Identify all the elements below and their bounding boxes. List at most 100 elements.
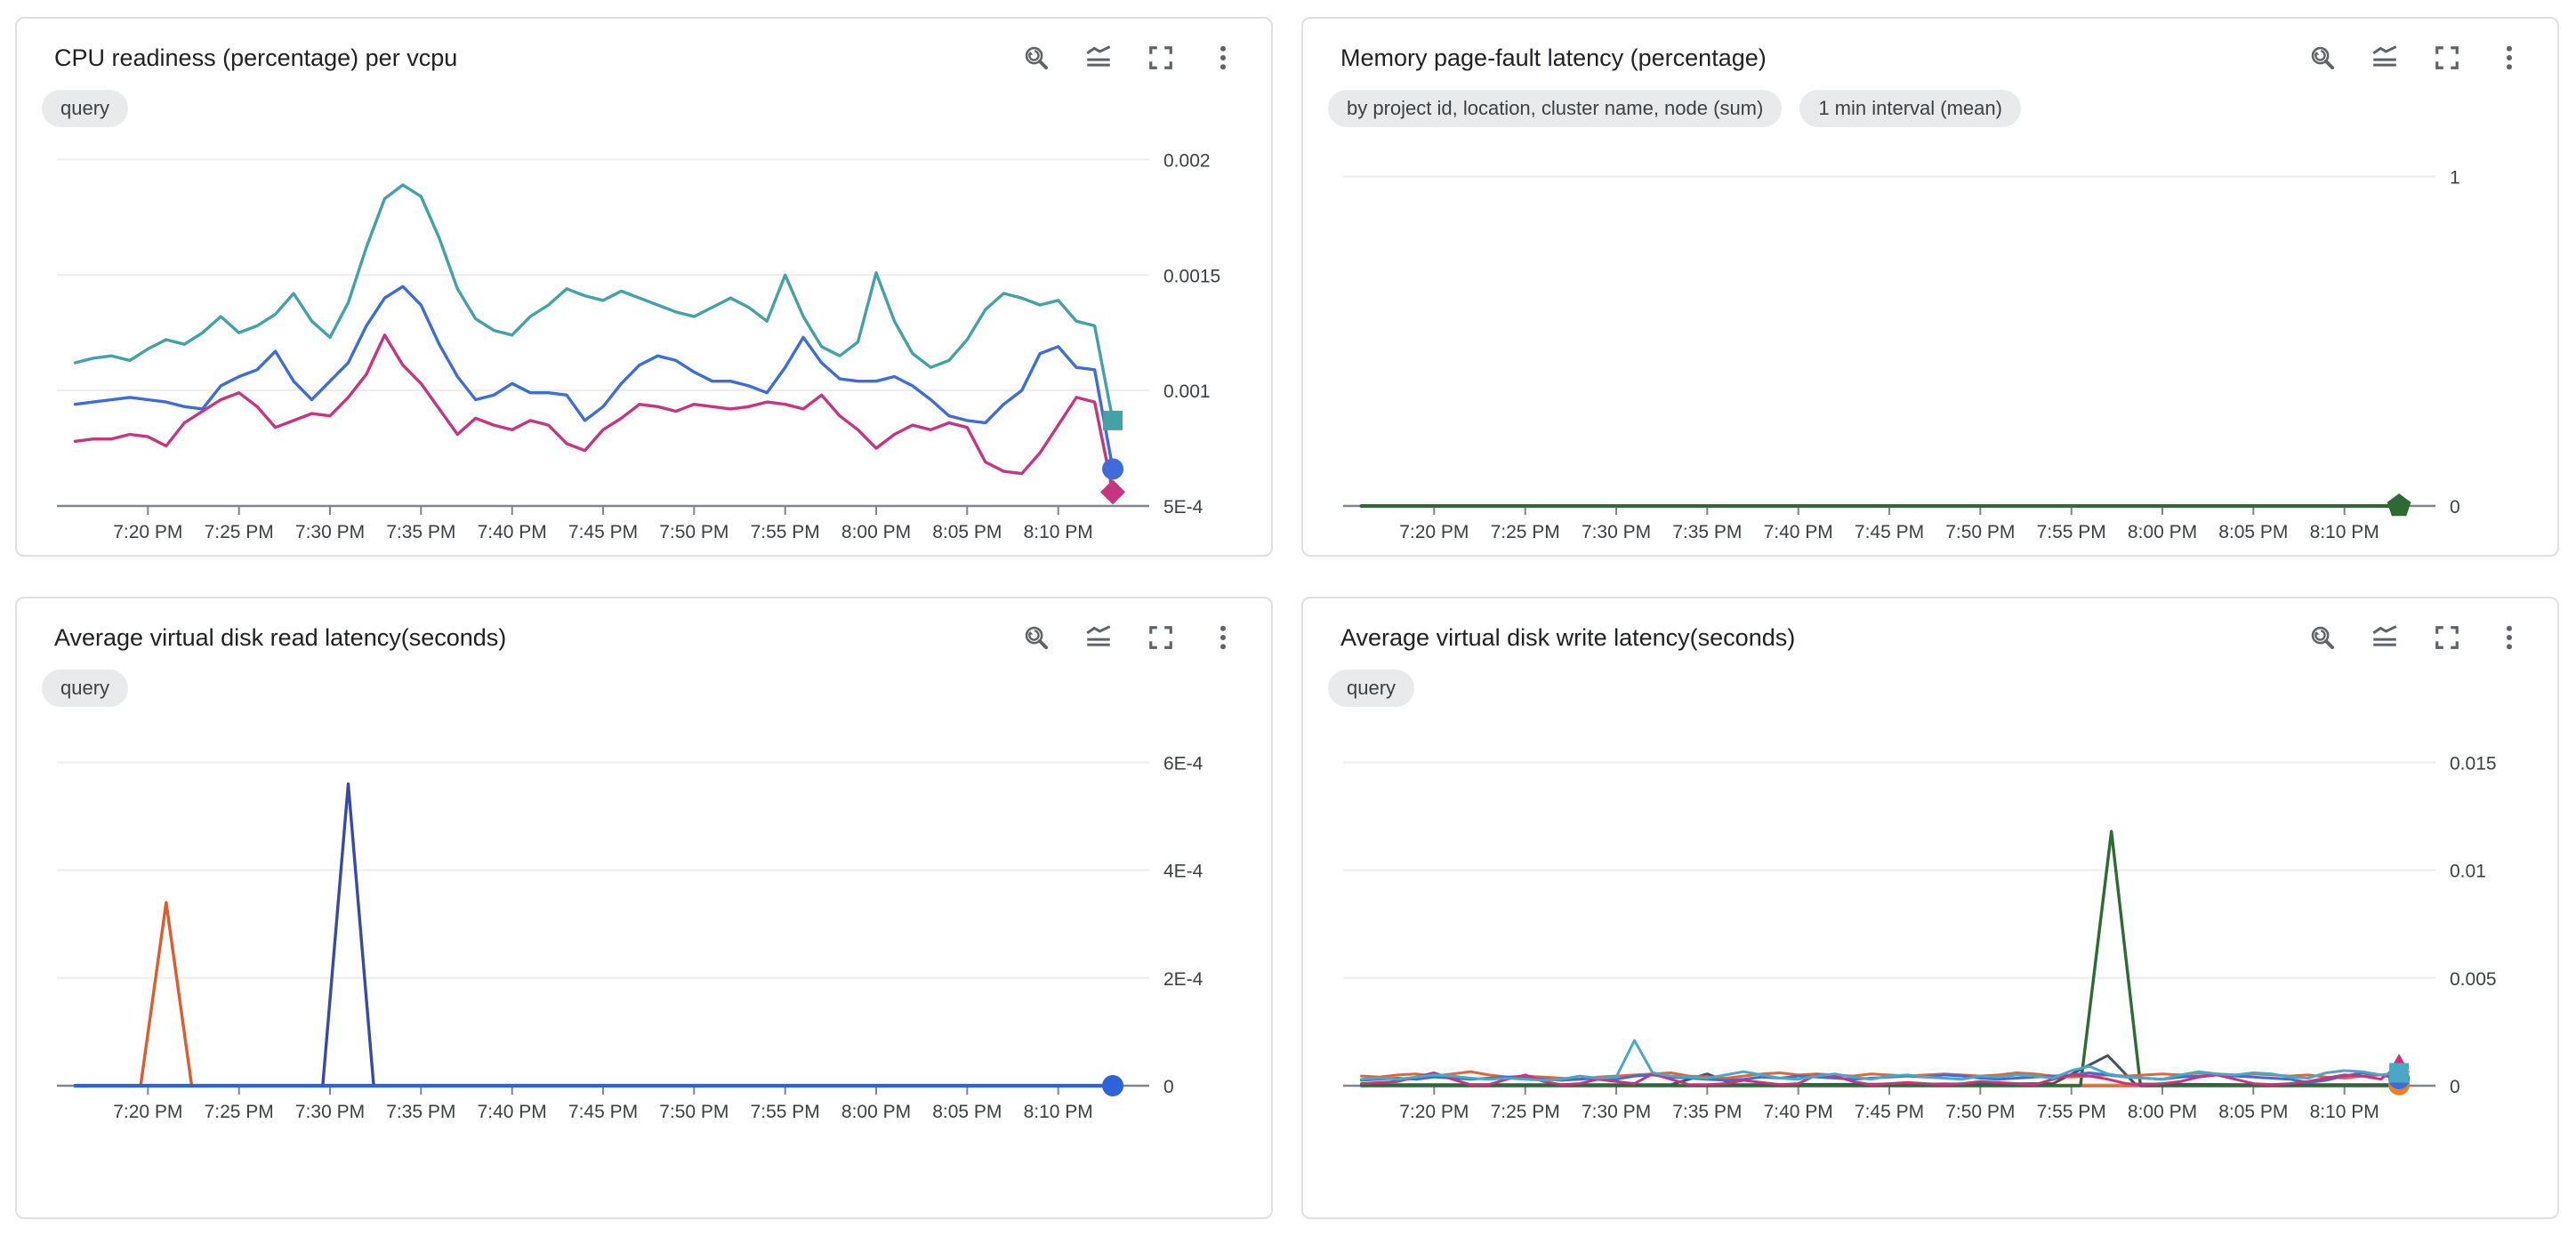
more-options-icon[interactable] — [1207, 42, 1239, 74]
svg-text:8:00 PM: 8:00 PM — [841, 1102, 911, 1122]
svg-text:0.015: 0.015 — [2450, 753, 2497, 774]
svg-text:7:30 PM: 7:30 PM — [1582, 1102, 1651, 1122]
svg-text:7:35 PM: 7:35 PM — [1672, 522, 1742, 542]
svg-text:7:40 PM: 7:40 PM — [1764, 1102, 1833, 1122]
svg-text:0.005: 0.005 — [2450, 969, 2497, 990]
svg-text:7:35 PM: 7:35 PM — [1672, 1102, 1742, 1122]
disk-read-latency-chart[interactable]: 6E-4 4E-4 2E-4 0 7:20 PM 7:25 PM 7:30 PM 7:35 P… — [40, 718, 1248, 1128]
svg-text:7:25 PM: 7:25 PM — [205, 522, 274, 542]
query-chip[interactable]: query — [1328, 670, 1415, 707]
svg-text:7:45 PM: 7:45 PM — [1855, 522, 1924, 542]
svg-text:8:00 PM: 8:00 PM — [841, 522, 911, 542]
svg-text:7:50 PM: 7:50 PM — [1945, 1102, 2015, 1122]
svg-text:7:50 PM: 7:50 PM — [659, 1102, 729, 1122]
svg-text:8:05 PM: 8:05 PM — [932, 522, 1002, 542]
panel-toolbar — [1020, 622, 1239, 654]
svg-text:7:50 PM: 7:50 PM — [1945, 522, 2015, 542]
chip-row: query — [1328, 670, 2534, 707]
chart-options-icon[interactable] — [1083, 622, 1115, 654]
svg-text:8:10 PM: 8:10 PM — [1024, 522, 1093, 542]
svg-text:8:10 PM: 8:10 PM — [1024, 1102, 1093, 1122]
svg-text:8:00 PM: 8:00 PM — [2128, 522, 2197, 542]
chip-row: by project id, location, cluster name, n… — [1328, 90, 2534, 127]
panel-memory-page-fault: Memory page-fault latency (percentage) b… — [1301, 17, 2559, 557]
svg-text:7:55 PM: 7:55 PM — [751, 1102, 820, 1122]
svg-text:4E-4: 4E-4 — [1163, 862, 1203, 882]
svg-text:8:10 PM: 8:10 PM — [2310, 1102, 2379, 1122]
zoom-reset-icon[interactable] — [1020, 42, 1052, 74]
svg-text:7:40 PM: 7:40 PM — [478, 522, 547, 542]
chip-row: query — [42, 670, 1248, 707]
more-options-icon[interactable] — [1207, 622, 1239, 654]
svg-text:8:05 PM: 8:05 PM — [932, 1102, 1002, 1122]
svg-text:0: 0 — [2450, 497, 2460, 518]
panel-toolbar — [2306, 622, 2525, 654]
svg-text:7:25 PM: 7:25 PM — [205, 1102, 274, 1122]
svg-text:7:40 PM: 7:40 PM — [1764, 522, 1833, 542]
svg-text:6E-4: 6E-4 — [1163, 753, 1203, 774]
svg-text:7:20 PM: 7:20 PM — [1399, 1102, 1469, 1122]
svg-text:8:05 PM: 8:05 PM — [2218, 1102, 2288, 1122]
disk-write-latency-chart[interactable]: 0.015 0.01 0.005 0 7:20 PM 7:25 PM 7:30 PM 7:35… — [1326, 718, 2534, 1128]
panel-title: Memory page-fault latency (percentage) — [1340, 44, 1767, 71]
svg-text:8:10 PM: 8:10 PM — [2310, 522, 2379, 542]
svg-text:0.01: 0.01 — [2450, 862, 2486, 882]
zoom-reset-icon[interactable] — [1020, 622, 1052, 654]
svg-text:7:25 PM: 7:25 PM — [1491, 1102, 1560, 1122]
svg-text:7:40 PM: 7:40 PM — [478, 1102, 547, 1122]
svg-text:7:30 PM: 7:30 PM — [295, 522, 365, 542]
interval-chip[interactable]: 1 min interval (mean) — [1799, 90, 2021, 127]
panel-cpu-readiness: CPU readiness (percentage) per vcpu quer… — [15, 17, 1273, 557]
panel-header: Average virtual disk write latency(secon… — [1326, 616, 2534, 655]
svg-text:2E-4: 2E-4 — [1163, 969, 1203, 990]
svg-text:7:50 PM: 7:50 PM — [659, 522, 729, 542]
svg-text:0.001: 0.001 — [1163, 381, 1211, 402]
svg-text:0: 0 — [1163, 1077, 1174, 1097]
memory-page-fault-chart[interactable]: 1 0 7:20 PM 7:25 PM 7:30 PM 7:35 PM 7:40 PM 7:4… — [1326, 138, 2534, 549]
svg-text:7:20 PM: 7:20 PM — [113, 522, 182, 542]
svg-text:7:55 PM: 7:55 PM — [2037, 522, 2106, 542]
svg-text:7:45 PM: 7:45 PM — [568, 1102, 638, 1122]
query-chip[interactable]: query — [42, 670, 129, 707]
panel-header: Average virtual disk read latency(second… — [40, 616, 1248, 655]
svg-text:7:20 PM: 7:20 PM — [113, 1102, 182, 1122]
groupby-chip[interactable]: by project id, location, cluster name, n… — [1328, 90, 1783, 127]
more-options-icon[interactable] — [2493, 42, 2525, 74]
zoom-reset-icon[interactable] — [2306, 622, 2339, 654]
chip-row: query — [42, 90, 1248, 127]
panel-title: CPU readiness (percentage) per vcpu — [54, 44, 458, 71]
svg-text:1: 1 — [2450, 168, 2460, 189]
panel-header: Memory page-fault latency (percentage) — [1326, 36, 2534, 76]
fullscreen-icon[interactable] — [2431, 42, 2463, 74]
svg-text:7:55 PM: 7:55 PM — [751, 522, 820, 542]
svg-text:7:45 PM: 7:45 PM — [1855, 1102, 1924, 1122]
svg-text:8:05 PM: 8:05 PM — [2218, 522, 2288, 542]
fullscreen-icon[interactable] — [2431, 622, 2463, 654]
svg-text:7:35 PM: 7:35 PM — [386, 522, 455, 542]
panel-title: Average virtual disk read latency(second… — [54, 624, 507, 651]
svg-text:7:55 PM: 7:55 PM — [2037, 1102, 2106, 1122]
svg-text:7:20 PM: 7:20 PM — [1399, 522, 1469, 542]
panel-header: CPU readiness (percentage) per vcpu — [40, 36, 1248, 76]
panel-disk-read-latency: Average virtual disk read latency(second… — [15, 597, 1273, 1219]
svg-text:0.002: 0.002 — [1163, 150, 1211, 171]
panel-toolbar — [2306, 42, 2525, 74]
svg-text:7:45 PM: 7:45 PM — [568, 522, 638, 542]
chart-options-icon[interactable] — [2369, 42, 2401, 74]
svg-text:7:30 PM: 7:30 PM — [1582, 522, 1651, 542]
cpu-readiness-chart[interactable]: 0.002 0.0015 0.001 5E-4 7:20 PM 7:25 PM 7:30 P… — [40, 138, 1248, 549]
chart-options-icon[interactable] — [1083, 42, 1115, 74]
query-chip[interactable]: query — [42, 90, 129, 127]
fullscreen-icon[interactable] — [1145, 622, 1177, 654]
svg-text:7:25 PM: 7:25 PM — [1491, 522, 1560, 542]
chart-options-icon[interactable] — [2369, 622, 2401, 654]
svg-text:5E-4: 5E-4 — [1163, 497, 1203, 518]
fullscreen-icon[interactable] — [1145, 42, 1177, 74]
panel-disk-write-latency: Average virtual disk write latency(secon… — [1301, 597, 2559, 1219]
more-options-icon[interactable] — [2493, 622, 2525, 654]
svg-text:0: 0 — [2450, 1077, 2460, 1097]
svg-text:7:35 PM: 7:35 PM — [386, 1102, 455, 1122]
zoom-reset-icon[interactable] — [2306, 42, 2339, 74]
panel-toolbar — [1020, 42, 1239, 74]
